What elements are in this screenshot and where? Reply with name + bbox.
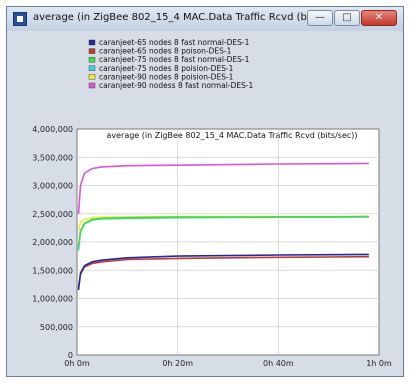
window-title: average (in ZigBee 802_15_4 MAC.Data Tra… bbox=[33, 12, 323, 23]
legend-label: caranjeet-75 nodes 8 poision-DES-1 bbox=[99, 64, 234, 73]
y-tick-label: 3,500,000 bbox=[32, 153, 73, 162]
legend-label: caranjeet-90 nodess 8 fast normal-DES-1 bbox=[99, 81, 254, 90]
maximize-button[interactable]: □ bbox=[334, 10, 360, 26]
series-line bbox=[77, 253, 369, 291]
legend-label: caranjeet-75 nodes 8 fast normal-DES-1 bbox=[99, 55, 250, 64]
plot-panel: caranjeet-65 nodes 8 fast normal-DES-1 ca… bbox=[7, 31, 403, 376]
legend-swatch bbox=[88, 48, 96, 54]
legend-label: caranjeet-90 nodes 8 poision-DES-1 bbox=[99, 72, 234, 81]
legend-label: caranjeet-65 nodes 8 poison-DES-1 bbox=[99, 47, 232, 56]
legend-swatch bbox=[88, 57, 96, 63]
y-tick-label: 4,000,000 bbox=[32, 125, 73, 134]
x-tick-label: 1h 0m bbox=[366, 359, 392, 368]
legend-swatch bbox=[88, 82, 96, 89]
series-line bbox=[77, 162, 369, 214]
y-tick-label: 2,000,000 bbox=[32, 238, 73, 247]
legend-label: caranjeet-65 nodes 8 fast normal-DES-1 bbox=[99, 38, 250, 47]
y-tick-label: 1,000,000 bbox=[32, 295, 73, 304]
x-tick-label: 0h 40m bbox=[263, 359, 294, 368]
y-tick-label: 2,500,000 bbox=[32, 210, 73, 219]
y-tick-label: 500,000 bbox=[40, 323, 73, 332]
app-icon bbox=[13, 12, 27, 26]
minimize-button[interactable]: — bbox=[307, 10, 333, 26]
line-chart: caranjeet-65 nodes 8 fast normal-DES-1ca… bbox=[32, 38, 392, 368]
y-tick-label: 3,000,000 bbox=[32, 182, 73, 191]
x-tick-label: 0h 0m bbox=[64, 359, 90, 368]
legend-swatch bbox=[88, 65, 96, 71]
close-button[interactable]: ✕ bbox=[361, 10, 397, 26]
x-tick-label: 0h 20m bbox=[162, 359, 193, 368]
chart-title: average (in ZigBee 802_15_4 MAC.Data Tra… bbox=[106, 131, 357, 140]
chart-window: average (in ZigBee 802_15_4 MAC.Data Tra… bbox=[6, 6, 404, 377]
title-bar[interactable]: average (in ZigBee 802_15_4 MAC.Data Tra… bbox=[7, 7, 403, 32]
legend-swatch bbox=[88, 74, 96, 80]
legend-swatch bbox=[88, 39, 96, 46]
y-tick-label: 1,500,000 bbox=[32, 266, 73, 275]
y-tick-label: 0 bbox=[68, 351, 73, 360]
series-line bbox=[77, 215, 369, 248]
